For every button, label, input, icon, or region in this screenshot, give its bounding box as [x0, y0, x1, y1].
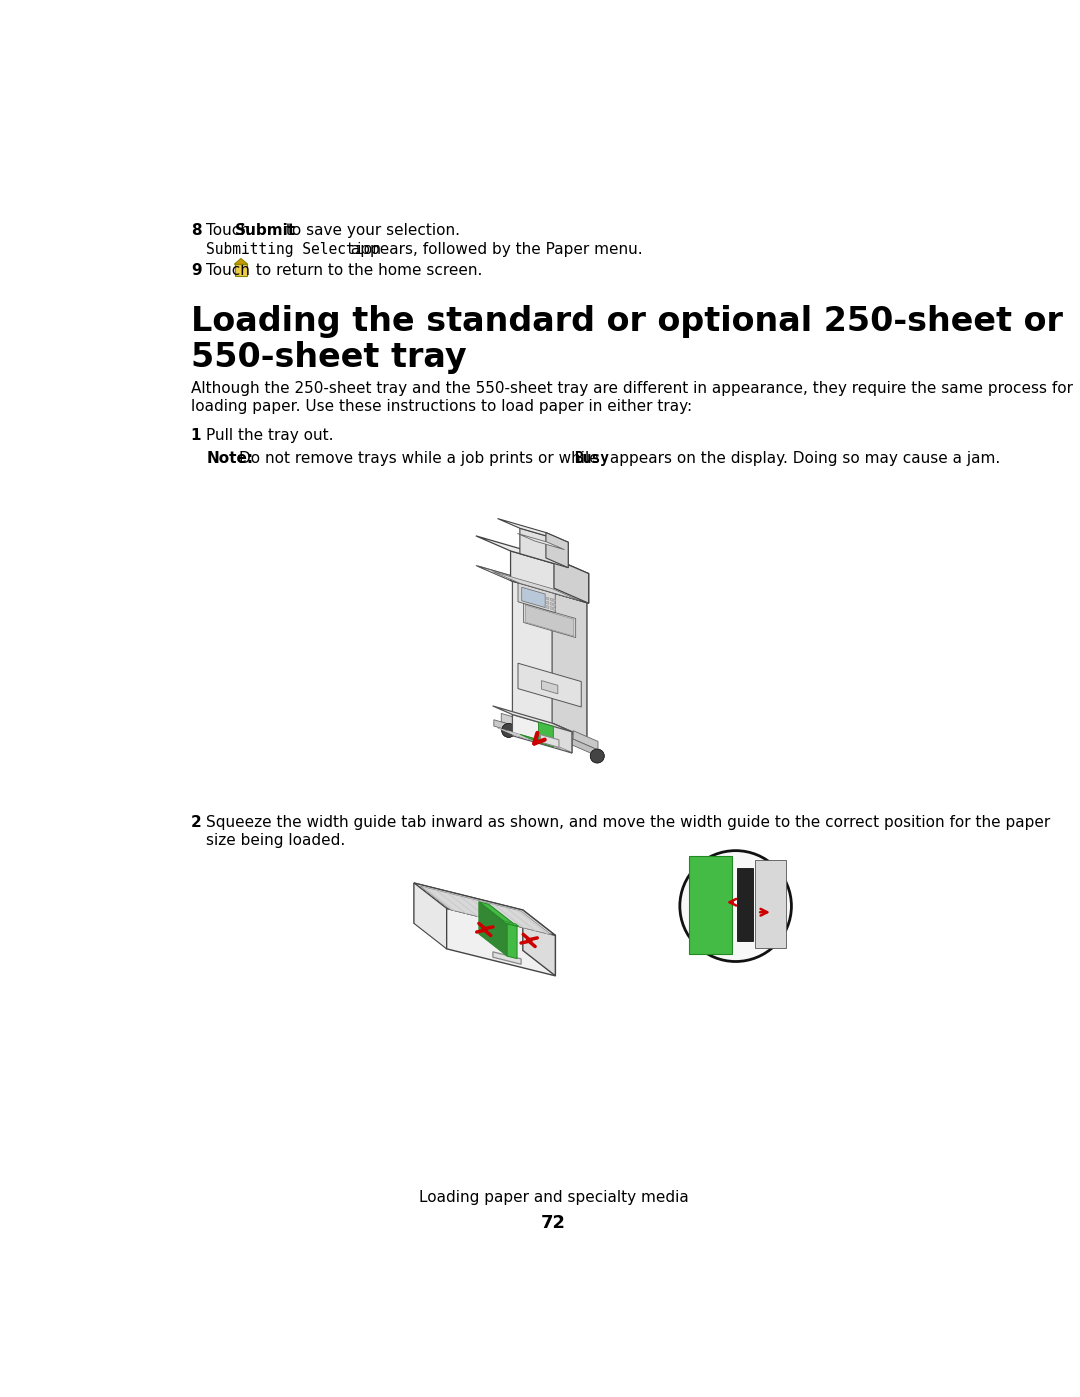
Polygon shape	[498, 728, 568, 752]
Polygon shape	[519, 735, 553, 747]
Text: 8: 8	[191, 224, 202, 237]
Polygon shape	[540, 735, 559, 747]
Polygon shape	[552, 588, 586, 738]
Polygon shape	[738, 868, 753, 940]
Circle shape	[502, 724, 515, 738]
Polygon shape	[553, 604, 555, 606]
Text: appears on the display. Doing so may cause a jam.: appears on the display. Doing so may cau…	[605, 451, 1000, 467]
Polygon shape	[518, 664, 581, 707]
Polygon shape	[502, 921, 519, 926]
Polygon shape	[554, 559, 589, 604]
Polygon shape	[507, 923, 517, 958]
Polygon shape	[414, 883, 446, 949]
Polygon shape	[446, 908, 555, 977]
Text: Loading paper and specialty media: Loading paper and specialty media	[419, 1190, 688, 1204]
Polygon shape	[541, 680, 557, 694]
Polygon shape	[492, 951, 522, 964]
Text: 72: 72	[541, 1214, 566, 1232]
Polygon shape	[553, 599, 555, 602]
Text: size being loaded.: size being loaded.	[206, 833, 346, 848]
Text: loading paper. Use these instructions to load paper in either tray:: loading paper. Use these instructions to…	[191, 398, 692, 414]
Circle shape	[591, 749, 604, 763]
Text: 550-sheet tray: 550-sheet tray	[191, 341, 467, 374]
Polygon shape	[511, 550, 589, 604]
Polygon shape	[573, 731, 598, 750]
Text: Busy: Busy	[573, 451, 609, 467]
Polygon shape	[755, 861, 786, 949]
Polygon shape	[526, 605, 573, 636]
Text: to return to the home screen.: to return to the home screen.	[251, 263, 483, 278]
Polygon shape	[501, 714, 516, 726]
Polygon shape	[476, 536, 589, 574]
Polygon shape	[524, 604, 576, 637]
Text: Touch: Touch	[206, 263, 255, 278]
Polygon shape	[545, 532, 568, 567]
Polygon shape	[522, 587, 545, 608]
Polygon shape	[517, 534, 565, 549]
Polygon shape	[492, 705, 572, 732]
Polygon shape	[523, 909, 555, 977]
Polygon shape	[414, 883, 523, 950]
Text: Do not remove trays while a job prints or while: Do not remove trays while a job prints o…	[239, 451, 604, 467]
FancyBboxPatch shape	[235, 264, 247, 275]
Polygon shape	[519, 528, 568, 567]
Text: 9: 9	[191, 263, 202, 278]
Text: Note:: Note:	[206, 451, 254, 467]
Polygon shape	[551, 606, 553, 609]
Polygon shape	[551, 602, 553, 605]
Text: Touch: Touch	[206, 224, 255, 237]
Text: 1: 1	[191, 427, 201, 443]
Circle shape	[677, 848, 795, 964]
Text: Although the 250-sheet tray and the 550-sheet tray are different in appearance, : Although the 250-sheet tray and the 550-…	[191, 381, 1072, 395]
Polygon shape	[551, 598, 553, 601]
Polygon shape	[478, 901, 517, 926]
Text: appears, followed by the Paper menu.: appears, followed by the Paper menu.	[346, 242, 643, 257]
Polygon shape	[498, 518, 568, 542]
Polygon shape	[477, 566, 586, 602]
Circle shape	[679, 851, 792, 961]
Polygon shape	[553, 608, 555, 610]
Polygon shape	[546, 605, 549, 609]
Polygon shape	[414, 883, 555, 936]
Polygon shape	[512, 581, 586, 738]
Text: Submitting Selection: Submitting Selection	[206, 242, 381, 257]
Text: to save your selection.: to save your selection.	[281, 224, 460, 237]
Text: Pull the tray out.: Pull the tray out.	[206, 427, 334, 443]
Text: Squeeze the width guide tab inward as shown, and move the width guide to the cor: Squeeze the width guide tab inward as sh…	[206, 816, 1051, 830]
Text: 2: 2	[191, 816, 202, 830]
Circle shape	[502, 724, 515, 738]
Polygon shape	[539, 722, 553, 747]
Polygon shape	[478, 901, 507, 956]
Polygon shape	[564, 735, 598, 756]
Polygon shape	[476, 566, 589, 604]
Polygon shape	[492, 571, 579, 601]
Text: Submit: Submit	[235, 224, 296, 237]
Polygon shape	[234, 258, 247, 264]
Polygon shape	[512, 714, 572, 753]
Polygon shape	[552, 724, 572, 753]
Polygon shape	[546, 601, 549, 605]
Polygon shape	[518, 583, 555, 613]
Polygon shape	[689, 856, 732, 954]
Polygon shape	[494, 719, 524, 735]
Text: Loading the standard or optional 250-sheet or: Loading the standard or optional 250-she…	[191, 306, 1063, 338]
Circle shape	[591, 749, 604, 763]
Polygon shape	[546, 597, 549, 601]
Polygon shape	[420, 886, 551, 935]
